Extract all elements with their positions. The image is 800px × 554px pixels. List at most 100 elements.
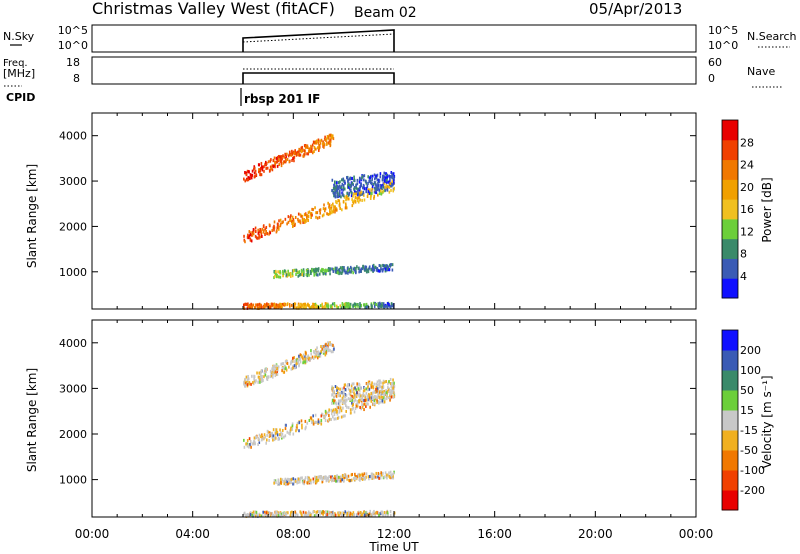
scatter-cell xyxy=(347,197,350,201)
y-tick-label: 4000 xyxy=(59,130,87,143)
scatter-cell xyxy=(350,473,353,477)
scatter-cell xyxy=(315,510,318,514)
scatter-cell xyxy=(294,359,297,363)
x-tick-labels: 00:00 04:00 08:00 12:00 16:00 20:00 00:00 xyxy=(75,527,714,541)
scatter-cell xyxy=(355,388,358,392)
scatter-cell xyxy=(283,482,286,486)
y-tick-label: 3000 xyxy=(59,175,87,188)
scatter-cell xyxy=(334,410,337,414)
scatter-cell xyxy=(371,181,373,185)
scatter-cell xyxy=(246,169,249,173)
scatter-cell xyxy=(290,359,293,363)
scatter-cell xyxy=(246,439,249,443)
scatter-cell xyxy=(244,383,246,387)
date-label: 05/Apr/2013 xyxy=(589,0,682,18)
scatter-cell xyxy=(311,207,313,211)
scatter-cell xyxy=(275,510,278,514)
scatter-cell xyxy=(283,302,286,306)
scatter-cell xyxy=(367,190,370,194)
power-colorbar-label: Power [dB] xyxy=(760,177,774,242)
scatter-cell xyxy=(389,175,392,179)
scatter-cell xyxy=(331,267,333,271)
scatter-cell xyxy=(333,345,335,349)
scatter-cell xyxy=(299,272,302,276)
scatter-cell xyxy=(335,394,338,398)
scatter-cell xyxy=(302,268,305,272)
scatter-cell xyxy=(308,147,311,151)
scatter-cell xyxy=(329,144,332,148)
scatter-cell xyxy=(326,304,328,308)
scatter-cell xyxy=(332,408,335,412)
scatter-cell xyxy=(337,416,339,420)
scatter-cell xyxy=(376,178,379,182)
scatter-cell xyxy=(373,509,375,513)
scatter-cell xyxy=(319,141,322,145)
scatter-cell xyxy=(391,473,394,477)
scatter-cell xyxy=(384,188,387,192)
scatter-cell xyxy=(312,356,315,360)
scatter-cell xyxy=(383,266,386,270)
scatter-cell xyxy=(311,213,313,217)
freq-trace xyxy=(242,68,395,84)
scatter-cell xyxy=(339,186,342,190)
scatter-cell xyxy=(299,477,301,481)
scatter-cell xyxy=(387,266,390,270)
scatter-cell xyxy=(365,472,368,476)
scatter-cell xyxy=(264,304,267,308)
scatter-cell xyxy=(323,143,326,147)
scatter-cell xyxy=(256,306,259,310)
scatter-cell xyxy=(290,153,292,157)
scatter-cell xyxy=(259,303,262,307)
scatter-cell xyxy=(346,405,348,409)
scatter-cell xyxy=(345,198,347,202)
scatter-cell xyxy=(365,398,367,402)
scatter-cell xyxy=(314,352,317,356)
scatter-cell xyxy=(363,198,366,202)
scatter-cell xyxy=(301,214,304,218)
scatter-cell xyxy=(323,510,325,514)
scatter-cell xyxy=(383,400,386,404)
scatter-cell xyxy=(378,382,381,386)
scatter-cell xyxy=(341,396,344,400)
scatter-cell xyxy=(336,184,339,188)
scatter-cell xyxy=(377,193,379,197)
scatter-cell xyxy=(338,391,341,395)
scatter-cell xyxy=(387,513,389,517)
scatter-cell xyxy=(291,149,293,153)
scatter-cell xyxy=(377,386,380,390)
scatter-cell xyxy=(358,474,360,478)
scatter-cell xyxy=(320,414,323,418)
scatter-cell xyxy=(383,511,386,515)
scatter-cell xyxy=(311,305,313,309)
colorbar-tick-label: 15 xyxy=(740,404,754,417)
scatter-cell xyxy=(385,379,388,383)
scatter-cell xyxy=(360,190,363,194)
scatter-cell xyxy=(272,365,275,369)
scatter-cell xyxy=(388,396,390,400)
scatter-cell xyxy=(310,352,313,356)
scatter-cell xyxy=(372,266,374,270)
scatter-cell xyxy=(378,303,380,307)
scatter-cell xyxy=(276,372,279,376)
scatter-cell xyxy=(359,405,361,409)
scatter-cell xyxy=(327,476,330,480)
scatter-cell xyxy=(342,392,345,396)
scatter-cell xyxy=(263,433,266,437)
scatter-cell xyxy=(385,186,387,190)
scatter-cell xyxy=(290,214,292,218)
scatter-cell xyxy=(338,190,341,194)
scatter-cell xyxy=(382,302,385,306)
scatter-cell xyxy=(268,434,271,438)
scatter-cell xyxy=(291,424,294,428)
scatter-cell xyxy=(375,475,378,479)
scatter-cell xyxy=(325,476,327,480)
scatter-cell xyxy=(318,306,321,310)
scatter-cell xyxy=(340,475,342,479)
scatter-cell xyxy=(323,351,326,355)
scatter-cell xyxy=(296,358,298,362)
scatter-cell xyxy=(280,306,283,310)
scatter-cell xyxy=(381,399,384,403)
scatter-cell xyxy=(349,305,352,309)
scatter-cell xyxy=(296,513,299,517)
scatter-cell xyxy=(330,514,333,518)
